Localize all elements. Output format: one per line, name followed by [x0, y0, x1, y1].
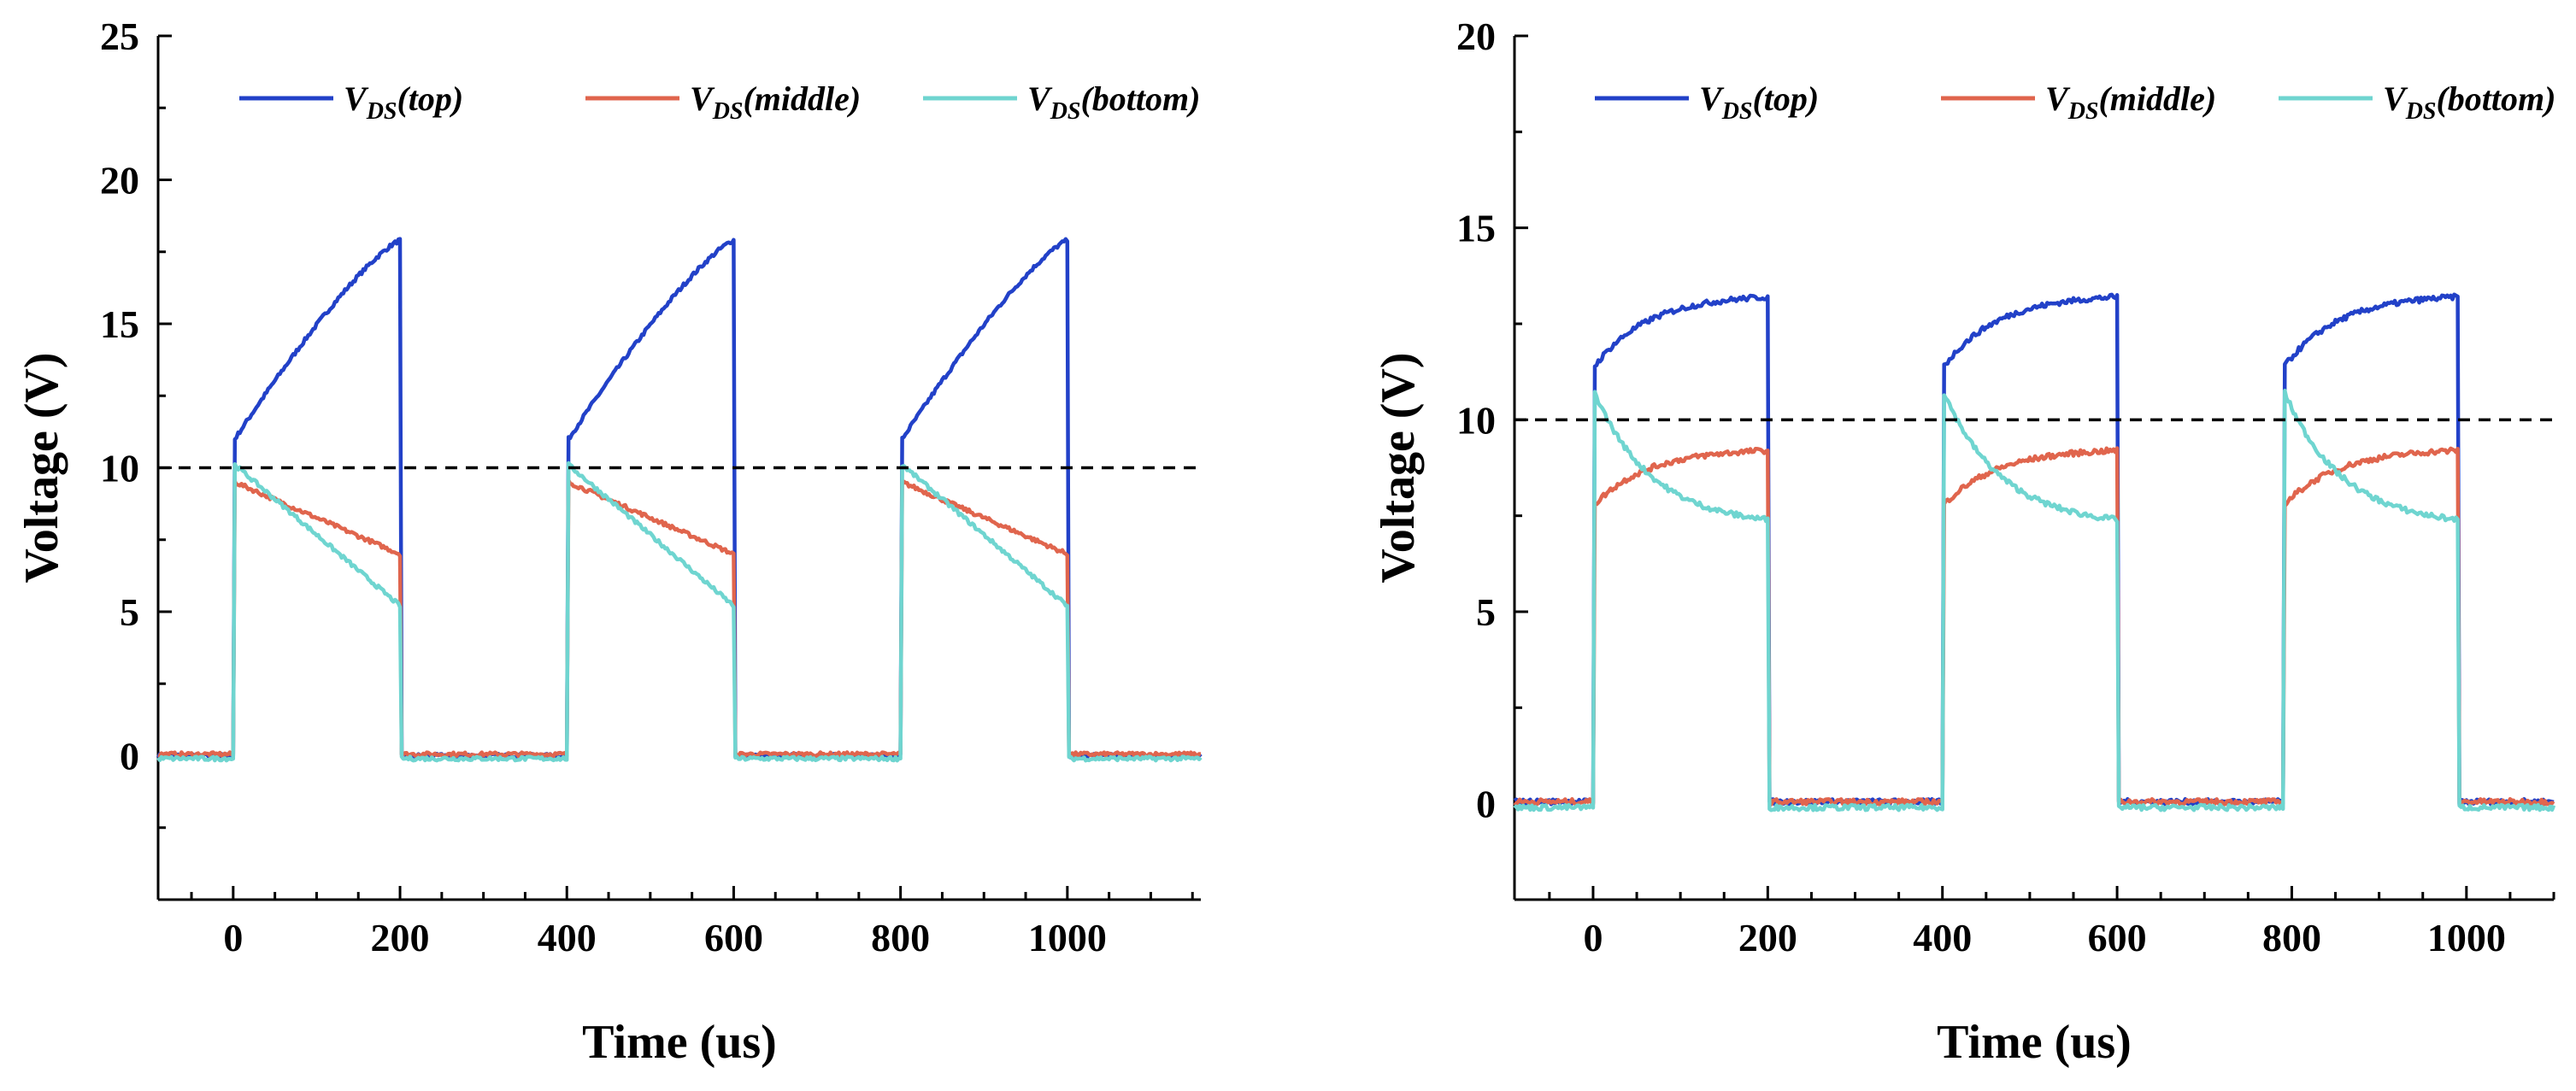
legend-label: VDS(top): [1699, 79, 1819, 125]
series-line-top: [1513, 292, 2555, 807]
x-tick-label: 600: [2088, 916, 2147, 959]
legend-label: VDS(middle): [690, 79, 861, 125]
legend: VDS(top) VDS(middle) VDS(bottom): [239, 79, 1200, 125]
y-tick-label: 15: [100, 302, 139, 346]
x-tick-label: 600: [704, 916, 763, 959]
x-tick-label: 800: [871, 916, 930, 959]
y-tick-label: 25: [100, 15, 139, 58]
y-tick-label: 0: [120, 735, 139, 778]
x-tick-label: 1000: [2427, 916, 2506, 959]
series-line-middle: [157, 478, 1202, 759]
x-axis-title: Time (us): [582, 1016, 777, 1069]
x-tick-label: 400: [1913, 916, 1972, 959]
x-tick-label: 1000: [1028, 916, 1107, 959]
x-tick-label: 400: [538, 916, 597, 959]
legend-label: VDS(bottom): [2383, 79, 2555, 125]
legend-label: VDS(middle): [2045, 79, 2216, 125]
y-axis-title: Voltage (V): [15, 352, 68, 583]
x-tick-label: 800: [2262, 916, 2321, 959]
series-layer: [1513, 292, 2556, 812]
series-line-top: [156, 237, 1203, 760]
left-chart-panel: 0 5 10 15 20 25 0 200 400 600 800 1000 Time (us) Volt…: [15, 15, 1203, 1069]
y-tick-label: 5: [1476, 590, 1496, 634]
y-tick-label: 10: [1456, 398, 1496, 442]
y-tick-label: 20: [1456, 15, 1496, 58]
legend: VDS(top) VDS(middle) VDS(bottom): [1595, 79, 2555, 125]
y-tick-label: 5: [120, 590, 139, 634]
x-tick-label: 0: [1583, 916, 1603, 959]
x-axis-title: Time (us): [1937, 1016, 2132, 1069]
series-line-middle: [1513, 446, 2555, 807]
x-tick-label: 200: [371, 916, 430, 959]
series-layer: [156, 237, 1203, 763]
y-tick-label: 0: [1476, 783, 1496, 826]
series-line-bottom: [1513, 389, 2556, 812]
x-tick-label: 200: [1738, 916, 1797, 959]
y-tick-label: 20: [100, 159, 139, 202]
legend-label: VDS(top): [344, 79, 463, 125]
y-axis-title: Voltage (V): [1372, 352, 1425, 583]
legend-label: VDS(bottom): [1027, 79, 1200, 125]
y-tick-label: 15: [1456, 207, 1496, 250]
series-line-bottom: [156, 460, 1203, 763]
x-tick-label: 0: [223, 916, 243, 959]
y-tick-label: 10: [100, 447, 139, 490]
